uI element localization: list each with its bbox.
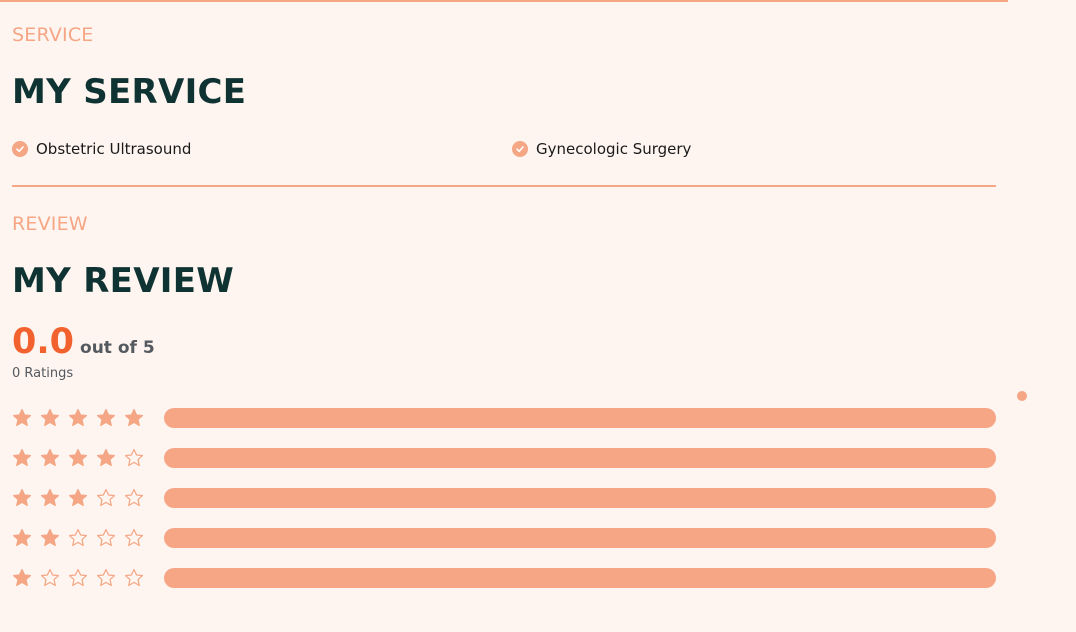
service-item-label: Obstetric Ultrasound [36,140,192,158]
star-rating [12,568,164,588]
rating-progress-bar [164,488,996,508]
service-item-label: Gynecologic Surgery [536,140,692,158]
star-outline-icon [96,528,116,547]
star-filled-icon [40,448,60,467]
rating-progress-bar [164,408,996,428]
star-rating [12,448,164,468]
score-out-of: out of 5 [80,338,155,358]
star-filled-icon [96,408,116,427]
star-filled-icon [40,528,60,547]
star-outline-icon [124,488,144,507]
rating-row-3-star [12,488,996,508]
review-score: 0.0 out of 5 [12,322,155,362]
review-eyebrow: REVIEW [12,213,88,235]
rating-row-4-star [12,448,996,468]
rating-row-2-star [12,528,996,548]
star-filled-icon [68,408,88,427]
star-filled-icon [40,408,60,427]
star-outline-icon [124,568,144,587]
service-item: Gynecologic Surgery [512,139,691,159]
star-filled-icon [12,528,32,547]
star-outline-icon [40,568,60,587]
scroll-indicator[interactable] [1017,391,1027,401]
service-title: MY SERVICE [12,72,247,112]
ratings-count: 0 Ratings [12,366,74,381]
top-divider [0,0,1008,2]
star-outline-icon [68,528,88,547]
star-filled-icon [68,488,88,507]
star-filled-icon [96,448,116,467]
star-rating [12,528,164,548]
rating-row-1-star [12,568,996,588]
star-filled-icon [12,448,32,467]
star-filled-icon [40,488,60,507]
star-filled-icon [68,448,88,467]
star-filled-icon [12,568,32,587]
star-filled-icon [12,488,32,507]
average-score: 0.0 [12,322,75,362]
star-outline-icon [68,568,88,587]
star-rating [12,408,164,428]
service-item: Obstetric Ultrasound [12,139,191,159]
section-divider [12,185,996,187]
star-filled-icon [12,408,32,427]
star-filled-icon [124,408,144,427]
rating-progress-bar [164,448,996,468]
rating-row-5-star [12,408,996,428]
rating-progress-bar [164,568,996,588]
service-eyebrow: SERVICE [12,24,94,46]
star-outline-icon [96,488,116,507]
review-title: MY REVIEW [12,261,235,301]
star-outline-icon [124,448,144,467]
star-rating [12,488,164,508]
star-outline-icon [96,568,116,587]
check-circle-icon [512,141,528,157]
star-outline-icon [124,528,144,547]
rating-progress-bar [164,528,996,548]
check-circle-icon [12,141,28,157]
